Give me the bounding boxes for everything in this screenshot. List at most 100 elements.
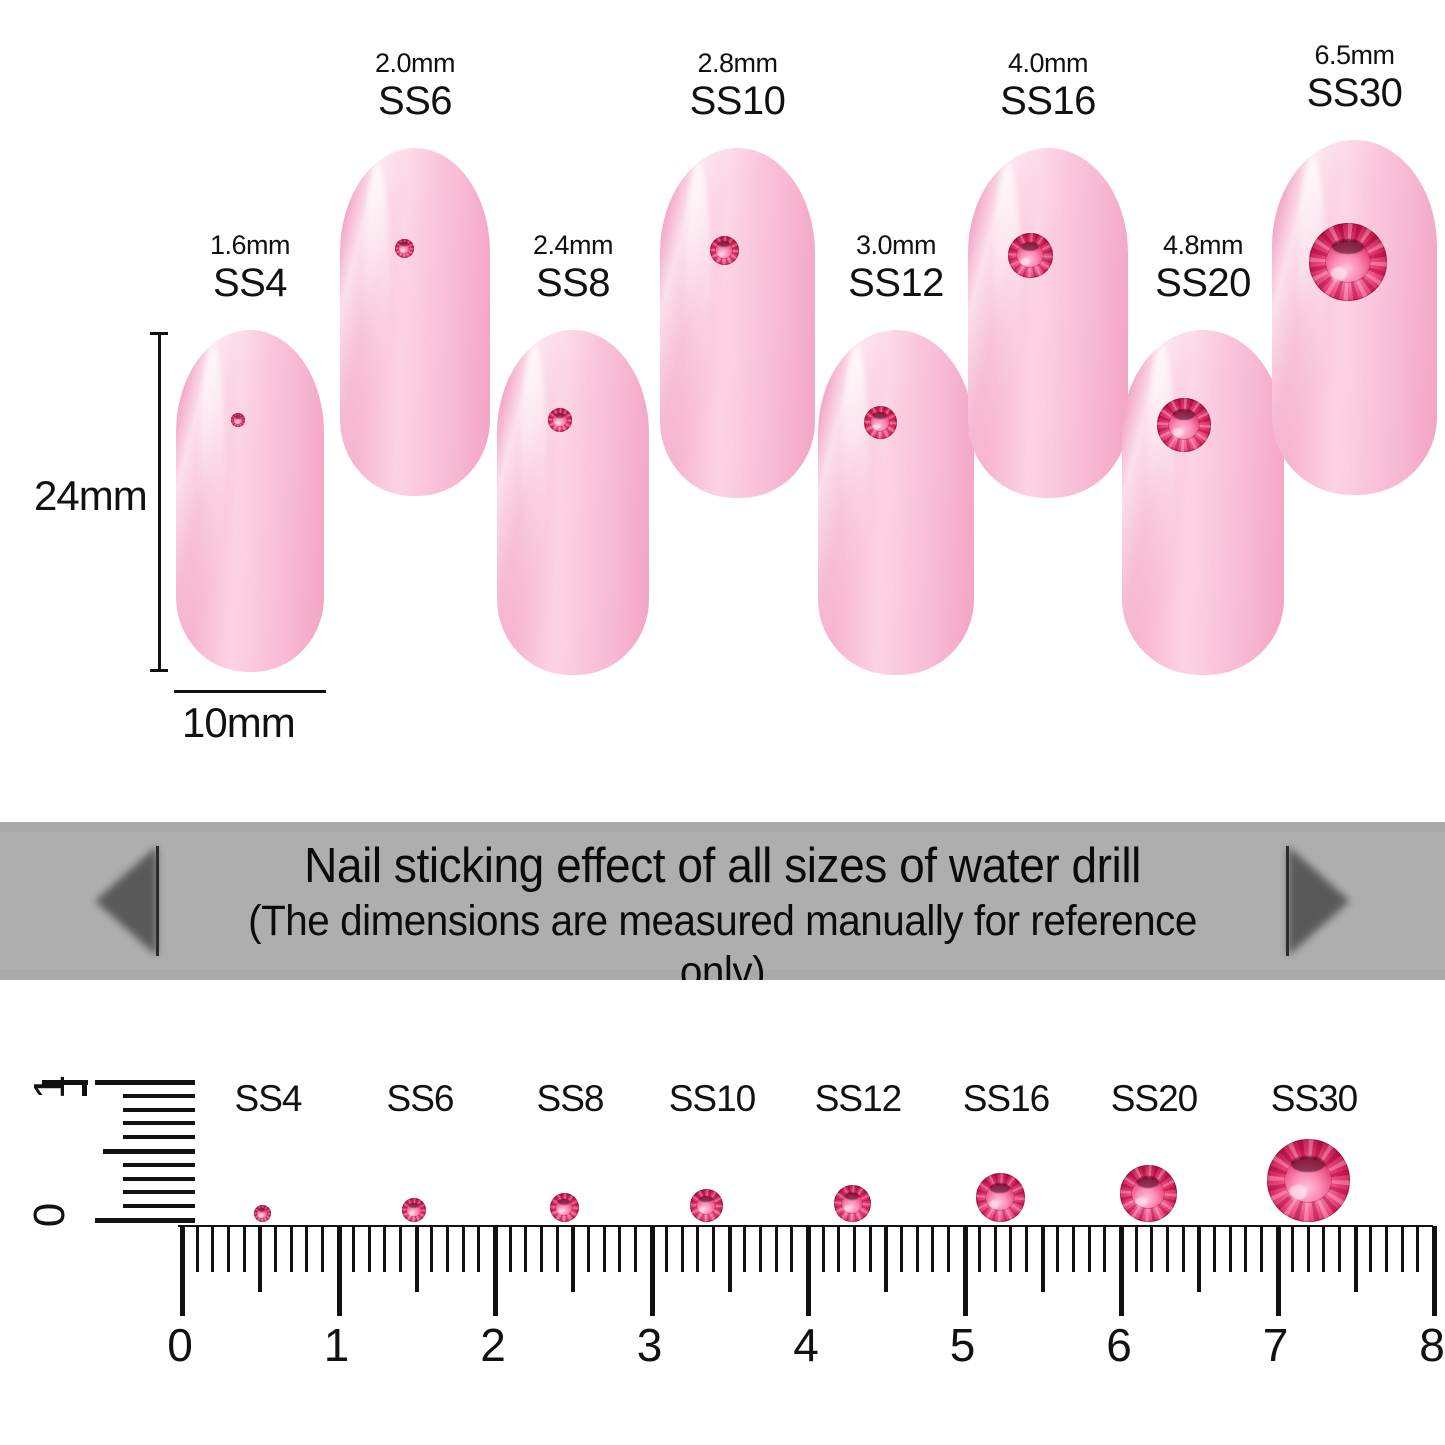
title-banner: Nail sticking effect of all sizes of wat… xyxy=(0,822,1445,996)
ruler-tick xyxy=(305,1226,309,1272)
ruler-tick xyxy=(743,1226,747,1272)
gem-sparkle xyxy=(408,1211,414,1216)
ruler-tick xyxy=(1040,1226,1045,1292)
nail-size-label: 4.0mm SS16 xyxy=(948,48,1148,122)
ruler-tick xyxy=(680,1226,684,1272)
ruler-tick xyxy=(195,1226,199,1272)
ruler-tick xyxy=(1228,1226,1232,1272)
gem-sparkle xyxy=(843,1205,852,1213)
nail-ss-label: SS6 xyxy=(377,79,453,123)
ruler-tick xyxy=(649,1226,655,1316)
rhinestone-ss4 xyxy=(231,413,245,427)
nail-shape xyxy=(1272,140,1437,495)
ruler-tick xyxy=(696,1226,700,1272)
ruler-tick xyxy=(571,1226,576,1292)
ruler-tick xyxy=(946,1226,950,1272)
ruler-tick xyxy=(226,1226,230,1272)
gem-table-shadow xyxy=(235,415,241,419)
nail-ss-label: SS4 xyxy=(212,261,288,305)
ruler-tick xyxy=(586,1226,590,1272)
nail-mm-label: 4.0mm xyxy=(1007,48,1089,78)
ruler-tick xyxy=(1416,1226,1420,1272)
gem-table-shadow xyxy=(1332,238,1364,255)
rhinestone-ss6 xyxy=(394,238,414,258)
ruler-tick xyxy=(931,1226,935,1272)
ruler-tick xyxy=(790,1226,794,1272)
ruler-tick xyxy=(508,1226,512,1272)
ruler-tick xyxy=(524,1226,528,1272)
gem-sparkle xyxy=(1330,266,1348,281)
gem-table-shadow xyxy=(1291,1155,1325,1173)
ruler-tick xyxy=(774,1226,778,1272)
ruler-comparison-panel xyxy=(0,980,1445,1445)
ruler-ss-label: SS30 xyxy=(1270,1078,1359,1119)
ruler-tick xyxy=(211,1226,215,1272)
vertical-ruler-top-marker-stem xyxy=(82,1080,87,1096)
gem-sparkle xyxy=(872,423,880,430)
ruler-tick xyxy=(383,1226,387,1272)
nail-size-comparison-panel: 1.6mm SS4 2.0mm SS6 2.4mm SS8 2.8mm SS10 3.0mm SS… xyxy=(0,0,1445,820)
ruler-ss-label: SS10 xyxy=(668,1078,757,1119)
ruler-tick xyxy=(1244,1226,1248,1272)
ruler-cm-number: 6 xyxy=(1106,1319,1132,1371)
vertical-ruler-tick xyxy=(123,1121,195,1126)
ruler-cm-number: 5 xyxy=(949,1319,976,1371)
ruler-tick xyxy=(1197,1226,1202,1292)
gem-table-shadow xyxy=(409,1202,419,1208)
nail-sample-ss20: 4.8mm SS20 xyxy=(1122,232,1284,675)
nail-ss-label: SS20 xyxy=(1155,261,1251,305)
ruler-tick xyxy=(1400,1226,1404,1272)
vertical-ruler-tick xyxy=(123,1135,195,1140)
ruler-tick xyxy=(1025,1226,1029,1272)
gem-table-shadow xyxy=(1173,408,1195,420)
nail-mm-label: 2.4mm xyxy=(532,230,614,260)
ruler-ss-label: SS20 xyxy=(1110,1078,1199,1119)
nail-size-label: 3.0mm SS12 xyxy=(796,232,996,304)
ruler-tick xyxy=(665,1226,669,1272)
ruler-tick xyxy=(978,1226,982,1272)
vertical-ruler-tick xyxy=(95,1080,195,1085)
banner-subtitle: (The dimensions are measured manually fo… xyxy=(248,896,1197,996)
ruler-ss-label: SS16 xyxy=(962,1078,1051,1119)
ruler-tick xyxy=(915,1226,919,1272)
ruler-tick xyxy=(414,1226,419,1292)
rhinestone-ss10 xyxy=(709,235,739,265)
ruler-tick xyxy=(1134,1226,1138,1272)
ruler-tick xyxy=(1103,1226,1107,1272)
nail-shape xyxy=(968,148,1128,498)
ruler-rhinestone-ss16 xyxy=(975,1173,1025,1222)
ruler-tick xyxy=(446,1226,450,1272)
ruler-tick xyxy=(899,1226,903,1272)
arrow-left-icon xyxy=(95,846,157,956)
ruler-tick xyxy=(320,1226,324,1272)
ruler-tick xyxy=(289,1226,293,1272)
rhinestone-ss8 xyxy=(548,408,572,432)
ruler-ss-label: SS4 xyxy=(234,1078,303,1119)
ruler-tick xyxy=(712,1226,716,1272)
height-measure-line xyxy=(158,332,161,672)
vertical-ruler-tick xyxy=(123,1176,195,1181)
ruler-cm-number: 8 xyxy=(1419,1319,1445,1371)
ruler-rhinestone-ss30 xyxy=(1266,1139,1350,1222)
gem-table-shadow xyxy=(873,412,887,419)
ruler-tick xyxy=(993,1226,997,1272)
gem-sparkle xyxy=(1288,1185,1308,1201)
ruler-tick xyxy=(852,1226,856,1272)
nail-ss-label: SS8 xyxy=(535,261,611,305)
nail-size-label: 1.6mm SS4 xyxy=(150,232,350,305)
nail-mm-label: 2.8mm xyxy=(697,48,778,78)
ruler-tick xyxy=(1072,1226,1076,1272)
nail-size-label: 6.5mm SS30 xyxy=(1255,42,1445,114)
ruler-baseline xyxy=(178,1225,1433,1227)
ruler-tick xyxy=(633,1226,637,1272)
ruler-tick xyxy=(430,1226,434,1272)
banner-divider-left xyxy=(156,846,159,956)
ruler-tick xyxy=(493,1226,498,1316)
ruler-rhinestone-ss4 xyxy=(253,1205,271,1222)
ruler-tick xyxy=(180,1226,185,1316)
height-dimension-label: 24mm xyxy=(34,472,148,519)
ruler-tick xyxy=(258,1226,263,1292)
height-measure-cap-bottom xyxy=(150,669,168,672)
ruler-cm-number: 0 xyxy=(167,1319,193,1371)
ruler-cm-number: 2 xyxy=(480,1319,506,1371)
